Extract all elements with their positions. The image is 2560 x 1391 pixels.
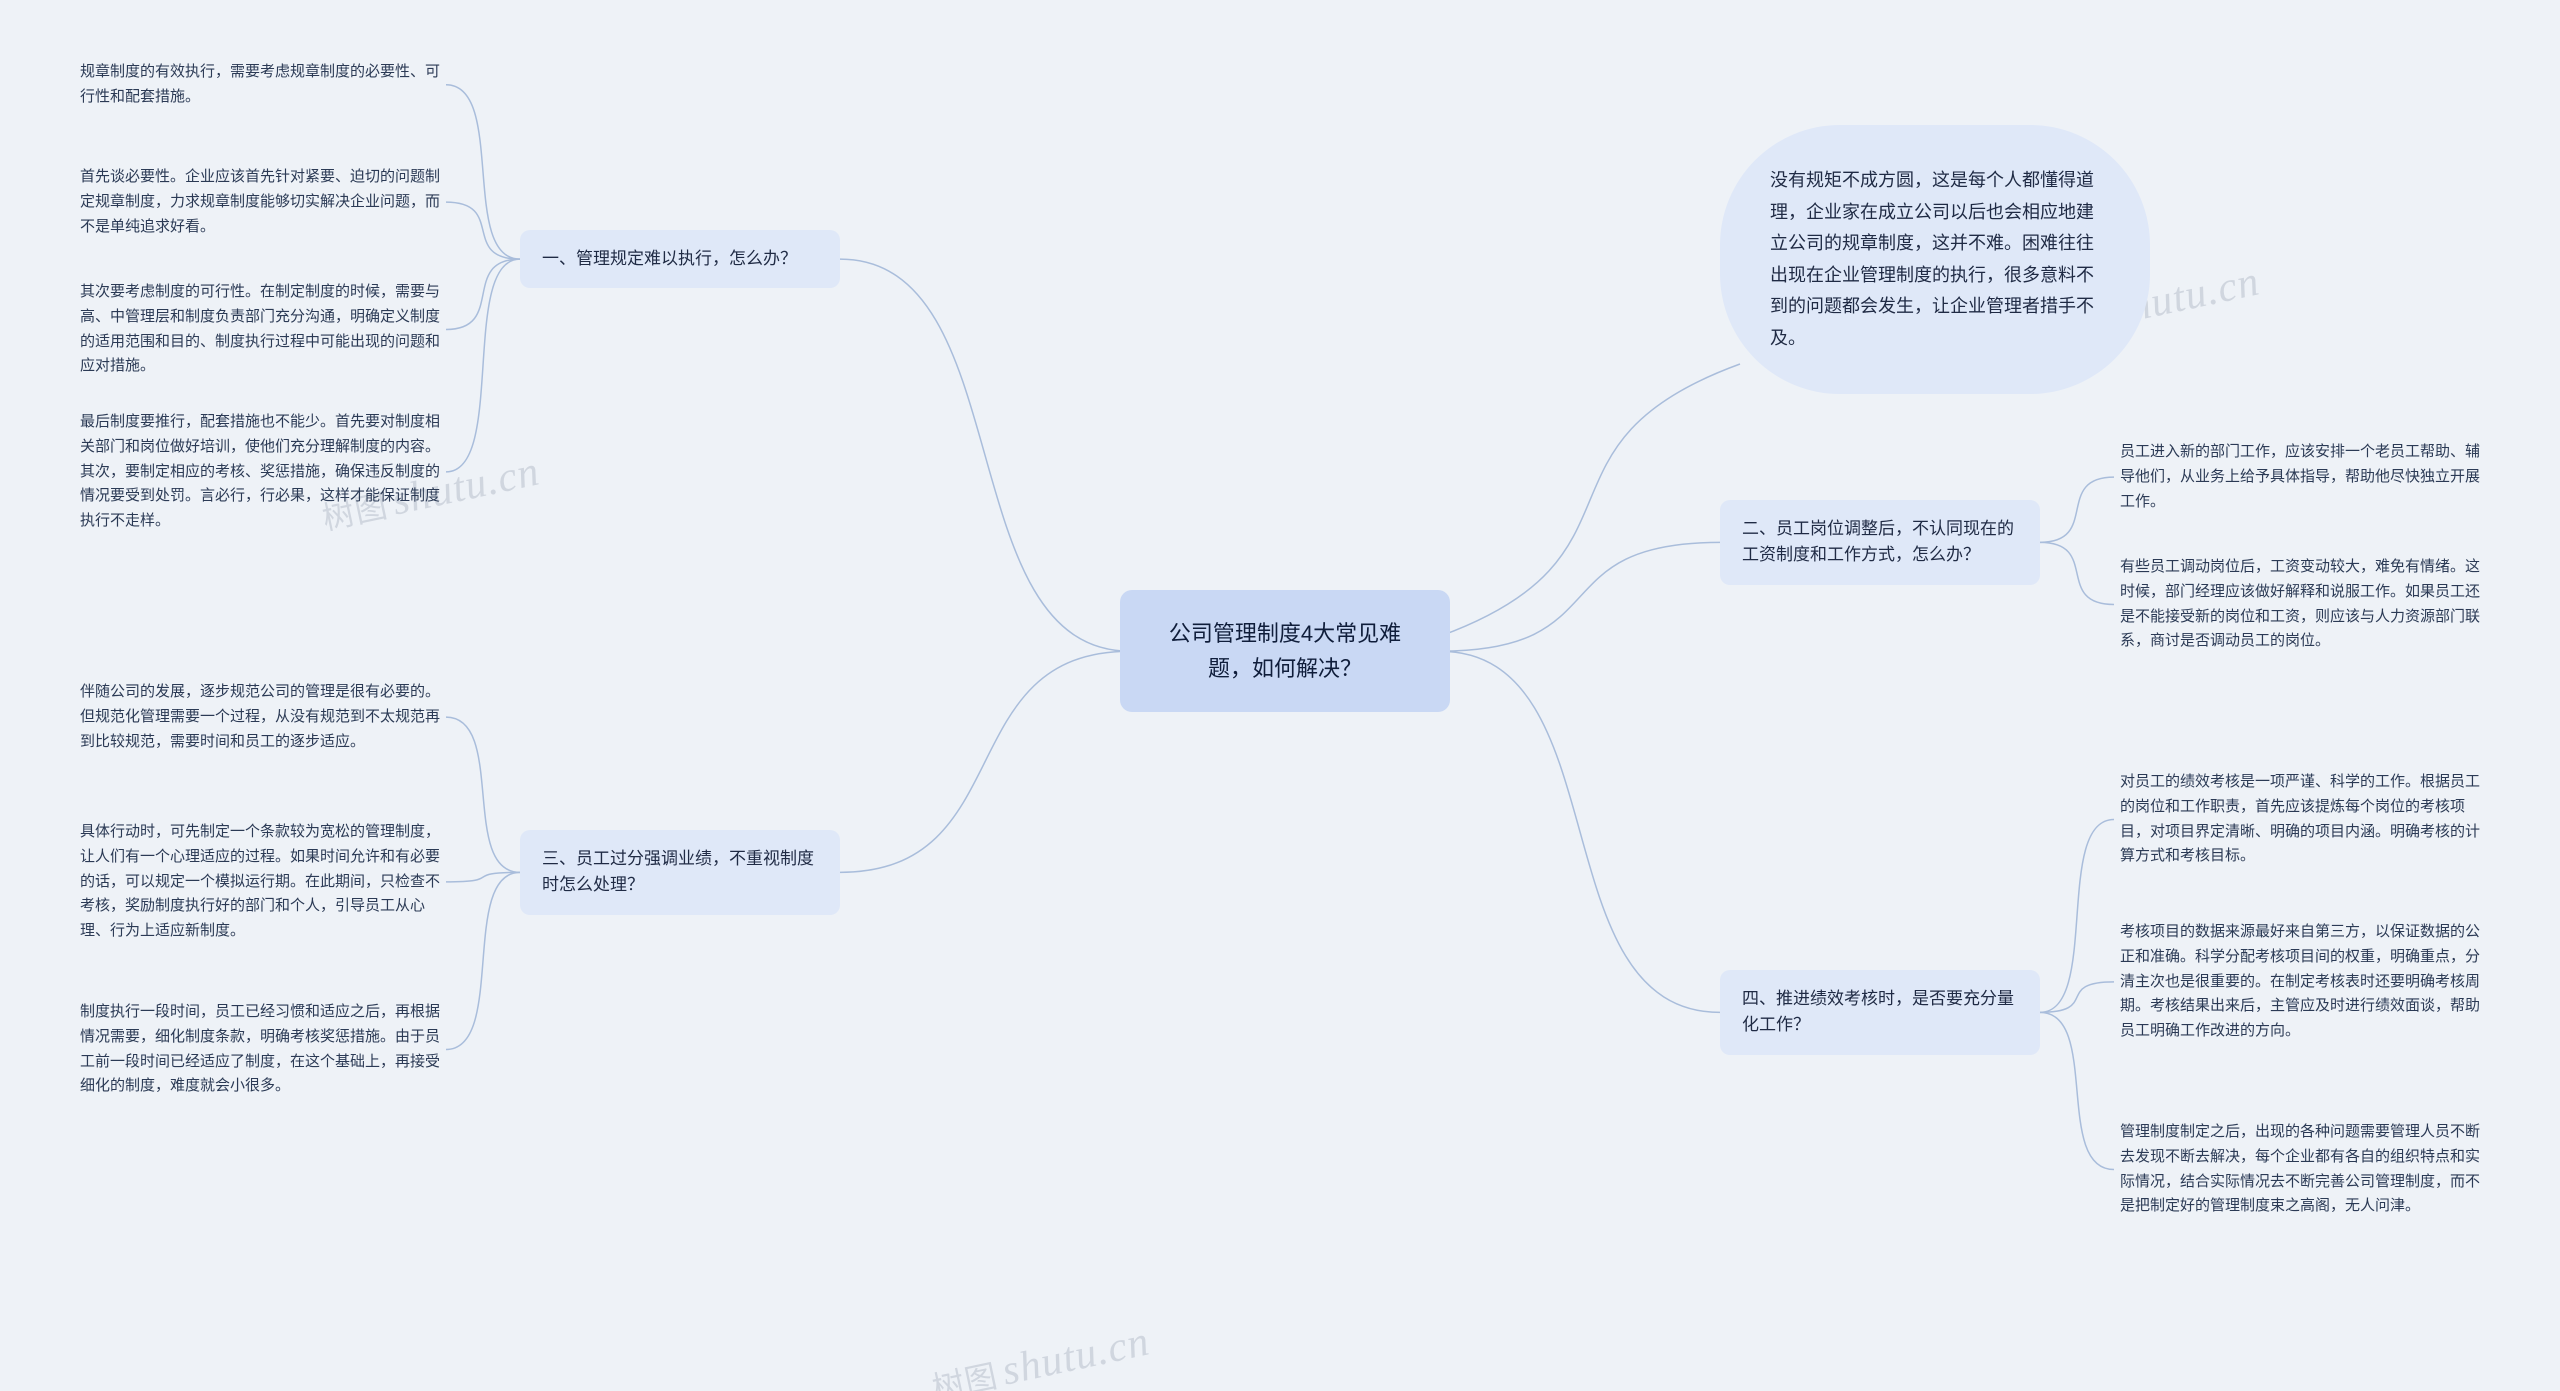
center-topic-text: 公司管理制度4大常见难题，如何解决？ (1169, 621, 1401, 681)
branch-2-leaf-2[interactable]: 有些员工调动岗位后，工资变动较大，难免有情绪。这时候，部门经理应该做好解释和说服… (2120, 555, 2480, 654)
leaf-text: 首先谈必要性。企业应该首先针对紧要、迫切的问题制定规章制度，力求规章制度能够切实… (80, 168, 440, 235)
center-topic[interactable]: 公司管理制度4大常见难题，如何解决？ (1120, 590, 1450, 712)
mindmap-canvas: { "background_color": "#eef2f7", "colors… (0, 0, 2560, 1391)
leaf-text: 最后制度要推行，配套措施也不能少。首先要对制度相关部门和岗位做好培训，使他们充分… (80, 413, 440, 529)
leaf-text: 具体行动时，可先制定一个条款较为宽松的管理制度，让人们有一个心理适应的过程。如果… (80, 823, 440, 939)
branch-3-leaf-3[interactable]: 制度执行一段时间，员工已经习惯和适应之后，再根据情况需要，细化制度条款，明确考核… (80, 1000, 440, 1099)
watermark: 树图shutu.cn (927, 1318, 1153, 1391)
branch-2-leaf-1[interactable]: 员工进入新的部门工作，应该安排一个老员工帮助、辅导他们，从业务上给予具体指导，帮… (2120, 440, 2480, 514)
intro-bubble[interactable]: 没有规矩不成方圆，这是每个人都懂得道理，企业家在成立公司以后也会相应地建立公司的… (1720, 125, 2150, 394)
watermark-pre: 树图 (929, 1358, 1001, 1391)
branch-3-leaf-2[interactable]: 具体行动时，可先制定一个条款较为宽松的管理制度，让人们有一个心理适应的过程。如果… (80, 820, 440, 944)
leaf-text: 规章制度的有效执行，需要考虑规章制度的必要性、可行性和配套措施。 (80, 63, 440, 105)
leaf-text: 考核项目的数据来源最好来自第三方，以保证数据的公正和准确。科学分配考核项目间的权… (2120, 923, 2480, 1039)
branch-1-leaf-4[interactable]: 最后制度要推行，配套措施也不能少。首先要对制度相关部门和岗位做好培训，使他们充分… (80, 410, 440, 534)
intro-text: 没有规矩不成方圆，这是每个人都懂得道理，企业家在成立公司以后也会相应地建立公司的… (1770, 170, 2094, 348)
leaf-text: 员工进入新的部门工作，应该安排一个老员工帮助、辅导他们，从业务上给予具体指导，帮… (2120, 443, 2480, 510)
leaf-text: 伴随公司的发展，逐步规范公司的管理是很有必要的。但规范化管理需要一个过程，从没有… (80, 683, 440, 750)
branch-3[interactable]: 三、员工过分强调业绩，不重视制度时怎么处理？ (520, 830, 840, 915)
watermark-text: shutu.cn (998, 1319, 1153, 1391)
branch-1[interactable]: 一、管理规定难以执行，怎么办？ (520, 230, 840, 288)
branch-4[interactable]: 四、推进绩效考核时，是否要充分量化工作？ (1720, 970, 2040, 1055)
branch-2[interactable]: 二、员工岗位调整后，不认同现在的工资制度和工作方式，怎么办？ (1720, 500, 2040, 585)
leaf-text: 制度执行一段时间，员工已经习惯和适应之后，再根据情况需要，细化制度条款，明确考核… (80, 1003, 440, 1094)
branch-4-leaf-3[interactable]: 管理制度制定之后，出现的各种问题需要管理人员不断去发现不断去解决，每个企业都有各… (2120, 1120, 2480, 1219)
branch-4-leaf-1[interactable]: 对员工的绩效考核是一项严谨、科学的工作。根据员工的岗位和工作职责，首先应该提炼每… (2120, 770, 2480, 869)
branch-2-text: 二、员工岗位调整后，不认同现在的工资制度和工作方式，怎么办？ (1742, 519, 2014, 564)
leaf-text: 有些员工调动岗位后，工资变动较大，难免有情绪。这时候，部门经理应该做好解释和说服… (2120, 558, 2480, 649)
branch-3-text: 三、员工过分强调业绩，不重视制度时怎么处理？ (542, 849, 814, 894)
leaf-text: 对员工的绩效考核是一项严谨、科学的工作。根据员工的岗位和工作职责，首先应该提炼每… (2120, 773, 2480, 864)
leaf-text: 其次要考虑制度的可行性。在制定制度的时候，需要与高、中管理层和制度负责部门充分沟… (80, 283, 440, 374)
branch-1-text: 一、管理规定难以执行，怎么办？ (542, 249, 797, 268)
branch-4-text: 四、推进绩效考核时，是否要充分量化工作？ (1742, 989, 2014, 1034)
branch-1-leaf-3[interactable]: 其次要考虑制度的可行性。在制定制度的时候，需要与高、中管理层和制度负责部门充分沟… (80, 280, 440, 379)
branch-1-leaf-2[interactable]: 首先谈必要性。企业应该首先针对紧要、迫切的问题制定规章制度，力求规章制度能够切实… (80, 165, 440, 239)
branch-4-leaf-2[interactable]: 考核项目的数据来源最好来自第三方，以保证数据的公正和准确。科学分配考核项目间的权… (2120, 920, 2480, 1044)
branch-3-leaf-1[interactable]: 伴随公司的发展，逐步规范公司的管理是很有必要的。但规范化管理需要一个过程，从没有… (80, 680, 440, 754)
leaf-text: 管理制度制定之后，出现的各种问题需要管理人员不断去发现不断去解决，每个企业都有各… (2120, 1123, 2480, 1214)
branch-1-leaf-1[interactable]: 规章制度的有效执行，需要考虑规章制度的必要性、可行性和配套措施。 (80, 60, 440, 110)
